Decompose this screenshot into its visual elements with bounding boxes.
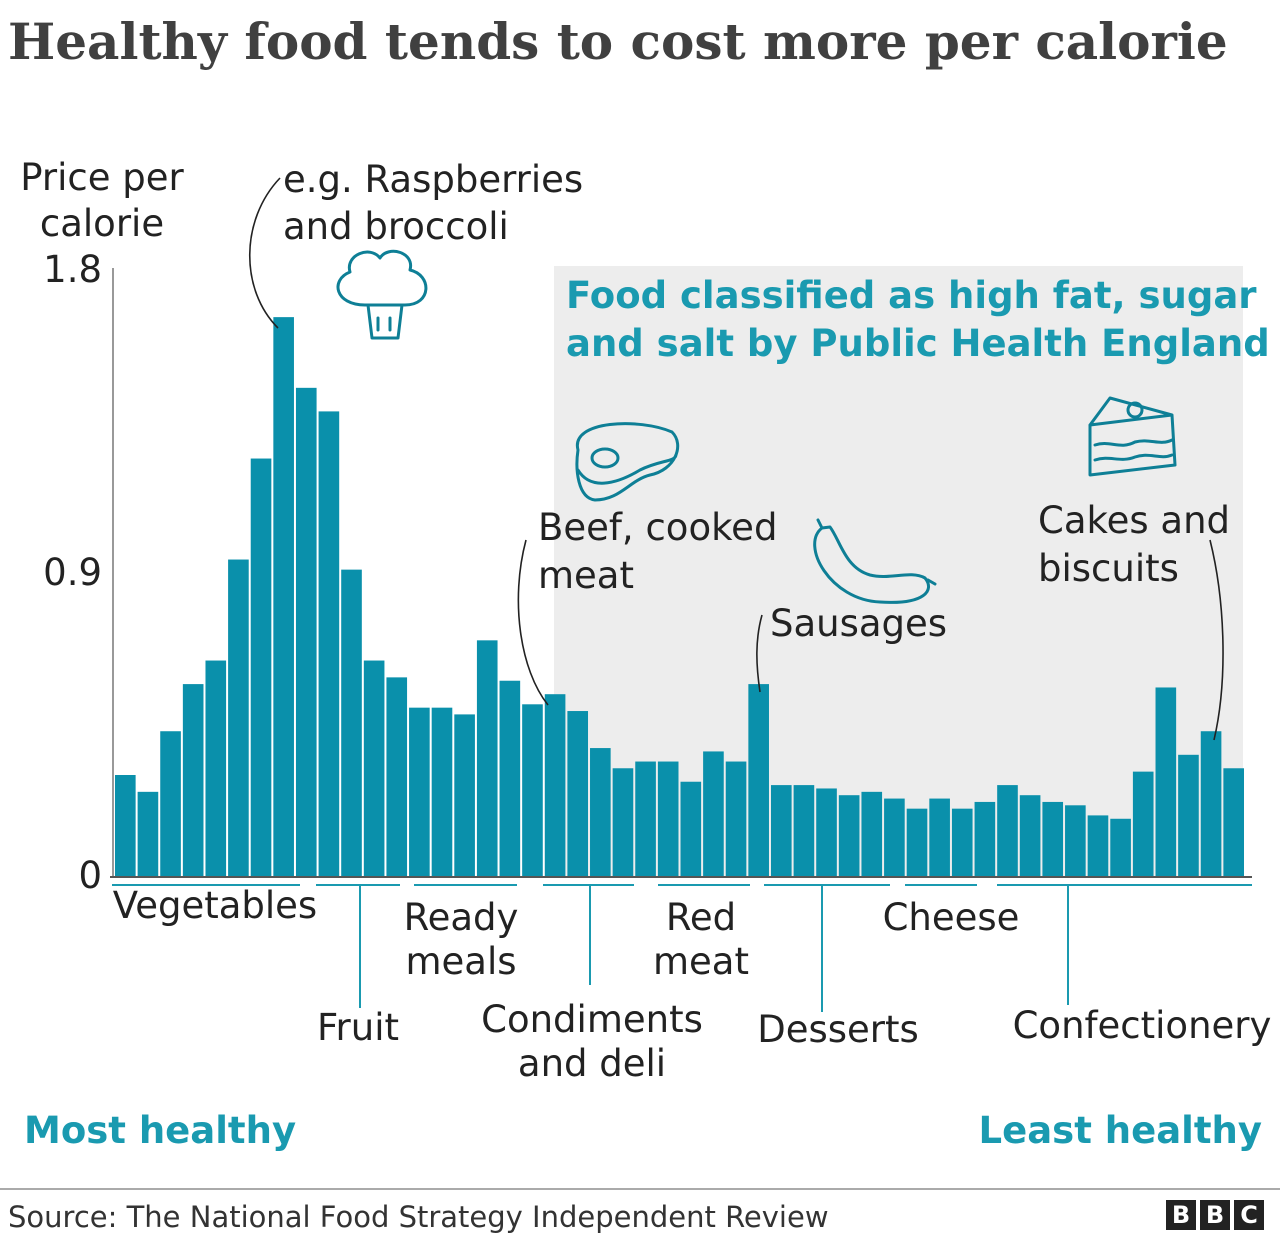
- y-tick-label: 0: [78, 854, 102, 897]
- bar: [205, 660, 227, 876]
- bar: [386, 677, 408, 876]
- bar: [499, 680, 521, 876]
- bar: [1200, 731, 1222, 876]
- bar: [1110, 818, 1131, 876]
- source-text: Source: The National Food Strategy Indep…: [8, 1200, 829, 1234]
- bar: [816, 788, 837, 876]
- sausage-icon: [813, 518, 937, 604]
- steak-icon: [575, 422, 680, 502]
- bar: [635, 761, 656, 876]
- chart-title: Healthy food tends to cost more per calo…: [8, 12, 1228, 71]
- bar: [1178, 754, 1199, 876]
- bar: [997, 785, 1018, 876]
- bar: [522, 704, 543, 876]
- bar: [748, 684, 769, 876]
- bar: [363, 660, 385, 876]
- y-axis-label: Price per calorie: [20, 156, 184, 245]
- bar: [250, 458, 272, 876]
- bar: [137, 791, 159, 876]
- annotation-raspberries: e.g. Raspberries and broccoli: [283, 158, 583, 248]
- bar: [906, 808, 928, 876]
- divider: [0, 1188, 1280, 1190]
- cake-icon: [1088, 396, 1177, 477]
- annotation-line: [756, 614, 763, 693]
- bar: [1155, 687, 1177, 876]
- category-label: Desserts: [757, 1008, 919, 1051]
- bar: [1087, 815, 1109, 876]
- bar: [929, 798, 950, 876]
- bar: [454, 714, 475, 876]
- bar: [160, 731, 181, 876]
- annotation-line: [517, 539, 549, 706]
- bar: [861, 791, 883, 876]
- bar: [770, 785, 792, 876]
- bar: [884, 798, 905, 876]
- category-label: Red meat: [653, 896, 749, 983]
- bar: [793, 785, 815, 876]
- annotation-beef: Beef, cooked meat: [538, 506, 777, 597]
- bar: [974, 801, 996, 876]
- bar: [228, 559, 249, 876]
- bar: [680, 781, 702, 876]
- annotation-line: [248, 177, 281, 329]
- bar: [318, 411, 340, 876]
- hfss-region-label: Food classified as high fat, sugar and sa…: [566, 274, 1270, 365]
- bar: [951, 808, 973, 876]
- category-label: Fruit: [317, 1006, 399, 1049]
- cherry-icon: [1126, 401, 1144, 419]
- category-label: Cheese: [883, 896, 1020, 939]
- bar: [838, 795, 860, 876]
- bar: [612, 768, 634, 876]
- bar: [409, 707, 430, 876]
- category-label: Confectionery: [1013, 1004, 1272, 1047]
- annotation-cakes: Cakes and biscuits: [1038, 499, 1230, 590]
- annotation-line: [1209, 539, 1224, 741]
- y-tick-label: 1.8: [43, 248, 102, 291]
- bar: [476, 640, 498, 876]
- bar: [341, 569, 362, 876]
- bar: [295, 387, 317, 876]
- least-healthy-label: Least healthy: [979, 1109, 1262, 1152]
- bar: [431, 707, 453, 876]
- bar: [567, 711, 589, 876]
- bar: [703, 751, 724, 876]
- most-healthy-label: Most healthy: [24, 1109, 296, 1152]
- bar: [725, 761, 747, 876]
- bar: [1065, 805, 1086, 876]
- category-label: Condiments and deli: [481, 998, 703, 1085]
- broccoli-icon: [336, 249, 428, 340]
- bar: [182, 684, 204, 876]
- bar: [115, 775, 136, 876]
- category-label: Ready meals: [404, 896, 519, 983]
- bar: [273, 317, 294, 877]
- bar: [1132, 771, 1154, 876]
- bar: [1042, 801, 1064, 876]
- bar: [1019, 795, 1041, 876]
- bar: [657, 761, 679, 876]
- bar: [1223, 768, 1244, 876]
- annotation-sausages: Sausages: [770, 602, 947, 645]
- category-label: Vegetables: [113, 884, 317, 927]
- bar: [544, 694, 566, 876]
- bar: [590, 748, 611, 876]
- bar-chart: Food classified as high fat, sugar and sa…: [20, 156, 1272, 1152]
- y-tick-label: 0.9: [43, 551, 102, 594]
